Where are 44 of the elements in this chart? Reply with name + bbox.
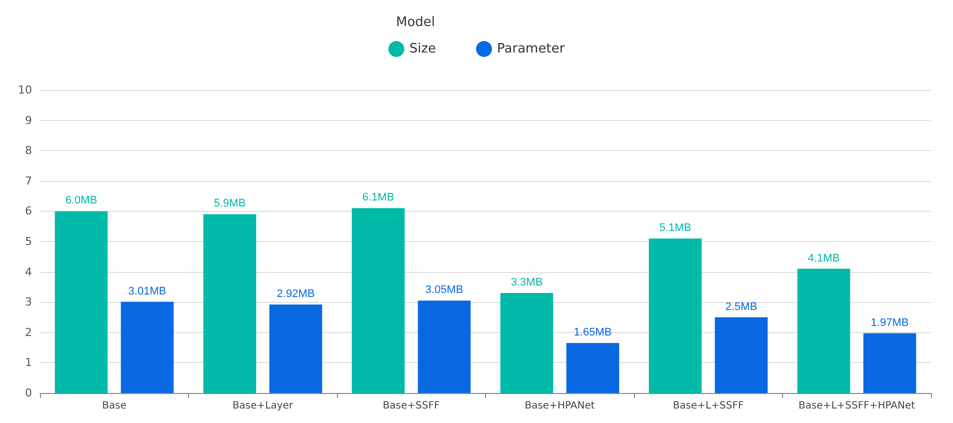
bar [797,268,850,393]
y-tick-label: 3 [25,296,32,309]
data-label: 4.1MB [808,252,840,264]
bar [500,293,554,393]
y-tick-label: 1 [25,356,32,370]
bar [54,211,108,393]
x-tick-label: Base+L+SSFF+HPANet [798,400,916,412]
y-tick-label: 7 [25,174,32,188]
bar [648,238,702,393]
x-tick-label: Base+SSFF [382,400,440,412]
legend-label: Size [409,42,436,56]
bar [863,333,916,393]
y-tick-label: 10 [18,84,32,96]
y-tick-label: 5 [25,235,32,248]
data-label: 2.92MB [276,288,315,300]
legend-label: Parameter [497,42,566,56]
y-tick-label: 4 [25,265,32,278]
x-tick-label: Base+Layer [232,400,294,412]
x-tick-label: Base+HPANet [524,400,595,412]
bar [203,214,256,393]
y-tick-label: 2 [25,326,32,339]
data-label: 3.3MB [510,276,543,289]
y-tick-label: 6 [25,204,32,218]
bar [566,343,620,393]
bar [714,317,768,393]
x-tick-label: Base+L+SSFF [672,400,744,412]
data-label: 5.9MB [214,198,246,210]
data-label: 3.01MB [128,285,166,298]
data-label: 2.5MB [725,300,758,313]
y-tick-label: 9 [25,114,32,127]
bar [352,208,405,393]
data-label: 6.0MB [65,194,98,207]
data-label: 3.05MB [425,284,464,296]
y-tick-label: 8 [25,144,32,158]
bar [418,300,471,393]
bar [269,304,322,393]
legend-title: Model [396,15,436,30]
data-label: 1.97MB [870,316,909,329]
bar [120,302,174,393]
data-label: 6.1MB [362,192,394,204]
x-tick-label: Base [102,400,126,412]
y-tick-label: 0 [25,386,32,400]
data-label: 1.65MB [574,326,612,339]
data-label: 5.1MB [659,222,692,234]
